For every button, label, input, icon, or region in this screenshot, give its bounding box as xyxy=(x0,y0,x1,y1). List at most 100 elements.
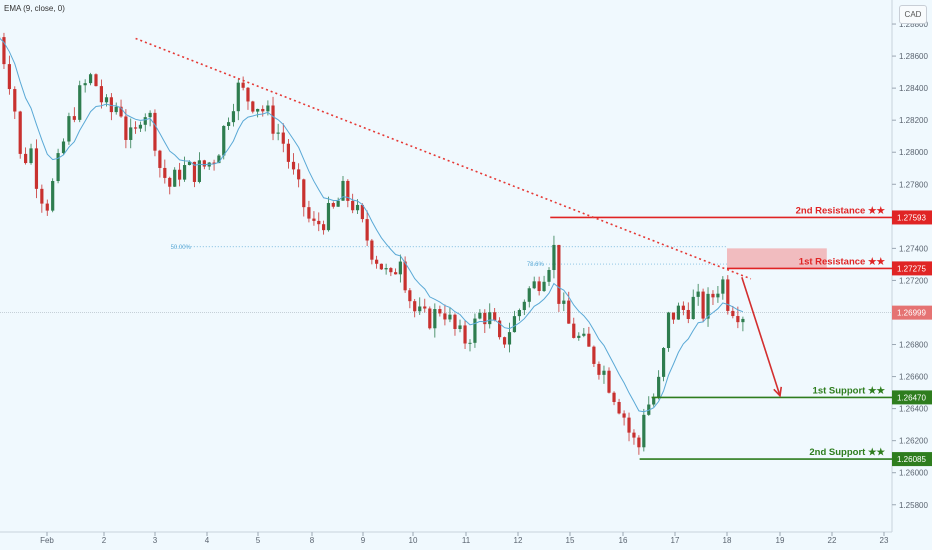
candle-body xyxy=(736,316,740,323)
candle-body xyxy=(256,108,260,112)
candle-body xyxy=(657,376,661,398)
candle-body xyxy=(507,332,512,345)
candle-body xyxy=(271,105,275,134)
price-tick-label: 1.28400 xyxy=(899,84,928,93)
price-tick-label: 1.28600 xyxy=(899,52,928,61)
candle-body xyxy=(18,111,22,154)
candle-body xyxy=(251,101,255,112)
candle-body xyxy=(168,177,172,187)
candle-body xyxy=(317,220,321,225)
time-tick-label: 2 xyxy=(102,536,107,545)
candle-body xyxy=(557,244,561,304)
time-tick-label: 16 xyxy=(619,536,628,545)
candle-body xyxy=(706,293,710,319)
candle-body xyxy=(266,105,270,112)
price-tick-label: 1.26000 xyxy=(899,469,928,478)
candle-body xyxy=(29,148,33,164)
candle-body xyxy=(468,342,472,344)
candle-body xyxy=(408,290,412,302)
candle-body xyxy=(413,301,417,312)
price-tick-label: 1.27800 xyxy=(899,180,928,189)
candle-body xyxy=(197,160,201,182)
candle-body xyxy=(483,312,487,325)
projection-arrow-shaft xyxy=(741,276,781,397)
candle-body xyxy=(731,310,735,317)
candle-body xyxy=(398,261,402,275)
candle-body xyxy=(572,323,576,338)
candle-body xyxy=(331,203,335,207)
candle-body xyxy=(370,240,374,260)
candle-body xyxy=(622,413,626,418)
candle-body xyxy=(448,314,452,320)
level-price-label: 1.26470 xyxy=(897,393,926,402)
candle-body xyxy=(72,116,76,120)
candle-body xyxy=(281,132,285,144)
candle-body xyxy=(384,268,388,270)
candle-body xyxy=(532,281,536,289)
candle-body xyxy=(379,263,383,270)
candle-body xyxy=(681,305,685,310)
candle-body xyxy=(517,310,521,317)
price-tick-label: 1.26600 xyxy=(899,373,928,382)
candle-body xyxy=(642,414,646,448)
candle-body xyxy=(716,293,720,298)
level-price-tag xyxy=(892,390,932,405)
candle-body xyxy=(365,219,369,241)
projection-arrow-head xyxy=(773,386,783,398)
candle-body xyxy=(78,85,82,120)
candle-body xyxy=(153,112,157,151)
price-tick-label: 1.28800 xyxy=(899,20,928,29)
time-tick-label: 8 xyxy=(310,536,315,545)
candle-body xyxy=(607,370,611,393)
candle-body xyxy=(617,401,621,414)
candle-body xyxy=(222,125,226,156)
candle-body xyxy=(187,161,192,166)
candle-body xyxy=(512,316,517,333)
candle-body xyxy=(438,309,442,314)
candle-body xyxy=(612,392,616,402)
candle-body xyxy=(418,306,422,312)
candle-body xyxy=(302,179,306,208)
candle-body xyxy=(433,309,437,329)
time-tick-label: 10 xyxy=(409,536,418,545)
candle-body xyxy=(178,169,182,180)
time-tick-label: 4 xyxy=(205,536,210,545)
price-tick-label: 1.28200 xyxy=(899,116,928,125)
time-tick-label: 9 xyxy=(361,536,366,545)
level-price-tag xyxy=(892,210,932,225)
candle-body xyxy=(24,153,28,164)
indicator-legend[interactable]: EMA (9, close, 0) xyxy=(4,4,65,13)
candle-body xyxy=(488,312,492,325)
level-label: 2nd Support ★★ xyxy=(809,447,885,458)
time-tick-label: Feb xyxy=(40,536,54,545)
candle-body xyxy=(133,127,138,129)
candle-body xyxy=(192,161,197,182)
candle-body xyxy=(351,200,355,211)
time-tick-label: 12 xyxy=(514,536,523,545)
level-price-tag xyxy=(892,261,932,276)
candle-body xyxy=(453,314,457,329)
candle-body xyxy=(661,348,666,377)
candle-body xyxy=(182,165,187,180)
candle-body xyxy=(129,127,133,140)
level-label: 2nd Resistance ★★ xyxy=(796,205,886,216)
candle-body xyxy=(261,108,265,112)
candle-body xyxy=(696,291,700,297)
candle-body xyxy=(666,312,671,349)
candles-group xyxy=(0,32,745,455)
price-tick-label: 1.27200 xyxy=(899,276,928,285)
price-tick-label: 1.26800 xyxy=(899,341,928,350)
candle-body xyxy=(341,180,345,201)
candle-body xyxy=(726,279,730,311)
candle-body xyxy=(56,153,60,181)
candle-body xyxy=(587,333,591,347)
candle-body xyxy=(276,132,280,134)
currency-button[interactable]: CAD xyxy=(899,5,927,24)
candle-body xyxy=(577,335,581,338)
candle-body xyxy=(148,112,152,118)
price-tick-label: 1.27400 xyxy=(899,244,928,253)
candle-body xyxy=(458,325,462,329)
candle-body xyxy=(336,200,340,207)
